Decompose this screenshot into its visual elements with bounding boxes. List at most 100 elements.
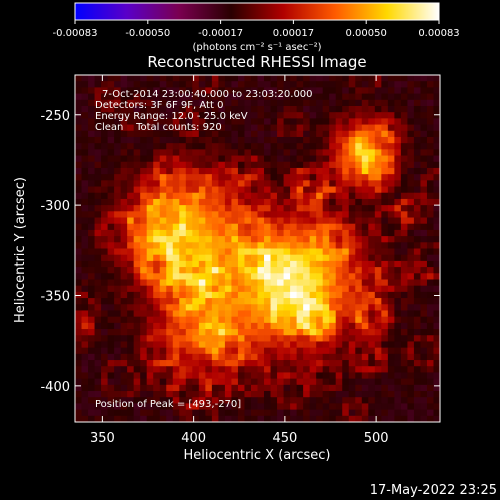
heatmap-cell xyxy=(192,105,200,113)
heatmap-cell xyxy=(198,124,206,132)
heatmap-cell xyxy=(114,316,122,324)
heatmap-cell xyxy=(140,211,148,218)
heatmap-cell xyxy=(218,248,226,256)
heatmap-cell xyxy=(218,304,226,311)
heatmap-cell xyxy=(257,304,265,311)
heatmap-cell xyxy=(277,273,284,280)
heatmap-cell xyxy=(342,180,350,187)
heatmap-cell xyxy=(114,211,122,218)
heatmap-cell xyxy=(166,75,174,82)
heatmap-cell xyxy=(114,285,122,293)
heatmap-cell xyxy=(400,211,408,218)
heatmap-cell xyxy=(322,254,330,262)
heatmap-cell xyxy=(277,298,284,305)
heatmap-cell xyxy=(316,229,324,237)
heatmap-cell xyxy=(413,285,421,293)
heatmap-cell xyxy=(218,378,226,386)
heatmap-cell xyxy=(211,353,219,361)
heatmap-cell xyxy=(205,397,213,404)
heatmap-cell xyxy=(309,223,317,231)
heatmap-cell xyxy=(218,229,226,237)
heatmap-cell xyxy=(433,403,441,411)
heatmap-cell xyxy=(224,372,232,380)
heatmap-cell xyxy=(264,174,271,181)
heatmap-cell xyxy=(120,105,128,113)
heatmap-cell xyxy=(218,285,226,293)
heatmap-cell xyxy=(211,316,219,324)
heatmap-cell xyxy=(381,409,389,417)
heatmap-cell xyxy=(316,242,324,249)
heatmap-cell xyxy=(244,105,252,113)
heatmap-cell xyxy=(237,372,245,380)
heatmap-cell xyxy=(218,167,226,175)
heatmap-cell xyxy=(283,211,291,218)
heatmap-cell xyxy=(244,236,252,243)
heatmap-cell xyxy=(426,341,434,349)
heatmap-cell xyxy=(101,341,108,349)
heatmap-cell xyxy=(309,316,317,324)
heatmap-cell xyxy=(329,366,337,373)
heatmap-cell xyxy=(387,378,395,386)
heatmap-cell xyxy=(316,285,324,293)
heatmap-cell xyxy=(381,236,389,243)
heatmap-cell xyxy=(264,136,271,144)
heatmap-cell xyxy=(290,223,298,231)
heatmap-cell xyxy=(257,316,265,324)
heatmap-cell xyxy=(94,180,102,187)
heatmap-cell xyxy=(316,291,324,299)
heatmap-cell xyxy=(335,124,343,132)
heatmap-cell xyxy=(413,260,421,268)
heatmap-cell xyxy=(172,217,180,225)
heatmap-cell xyxy=(205,316,213,324)
heatmap-cell xyxy=(94,378,102,386)
heatmap-cell xyxy=(250,242,258,249)
heatmap-cell xyxy=(361,335,369,342)
heatmap-cell xyxy=(101,81,108,88)
heatmap-cell xyxy=(179,378,187,386)
heatmap-cell xyxy=(166,229,174,237)
heatmap-cell xyxy=(257,93,265,101)
heatmap-cell xyxy=(192,192,200,200)
heatmap-cell xyxy=(231,174,239,181)
heatmap-cell xyxy=(101,378,108,386)
heatmap-cell xyxy=(153,353,161,361)
heatmap-cell xyxy=(146,112,154,119)
heatmap-cell xyxy=(133,105,141,113)
heatmap-cell xyxy=(342,87,350,94)
heatmap-cell xyxy=(290,279,298,287)
heatmap-cell xyxy=(231,161,239,169)
heatmap-cell xyxy=(355,236,363,243)
heatmap-cell xyxy=(309,415,317,423)
heatmap-cell xyxy=(329,285,337,293)
heatmap-cell xyxy=(433,136,441,144)
heatmap-cell xyxy=(166,93,174,101)
heatmap-cell xyxy=(140,112,148,119)
heatmap-cell xyxy=(133,378,141,386)
heatmap-cell xyxy=(322,285,330,293)
heatmap-cell xyxy=(101,167,108,175)
heatmap-cell xyxy=(244,81,252,88)
heatmap-cell xyxy=(75,174,82,181)
heatmap-cell xyxy=(296,273,304,280)
heatmap-cell xyxy=(94,273,102,280)
heatmap-cell xyxy=(224,310,232,318)
heatmap-cell xyxy=(394,81,402,88)
heatmap-cell xyxy=(257,143,265,150)
heatmap-cell xyxy=(120,310,128,318)
heatmap-cell xyxy=(296,372,304,380)
heatmap-cell xyxy=(107,360,115,367)
heatmap-cell xyxy=(244,99,252,107)
heatmap-cell xyxy=(211,372,219,380)
heatmap-cell xyxy=(133,260,141,268)
heatmap-cell xyxy=(81,372,89,380)
heatmap-cell xyxy=(361,291,369,299)
heatmap-cell xyxy=(172,329,180,336)
heatmap-cell xyxy=(394,105,402,113)
heatmap-cell xyxy=(270,285,278,293)
heatmap-cell xyxy=(303,397,311,404)
heatmap-cell xyxy=(140,360,148,367)
heatmap-cell xyxy=(426,198,434,206)
heatmap-cell xyxy=(329,130,337,138)
heatmap-cell xyxy=(172,236,180,243)
heatmap-cell xyxy=(211,366,219,373)
